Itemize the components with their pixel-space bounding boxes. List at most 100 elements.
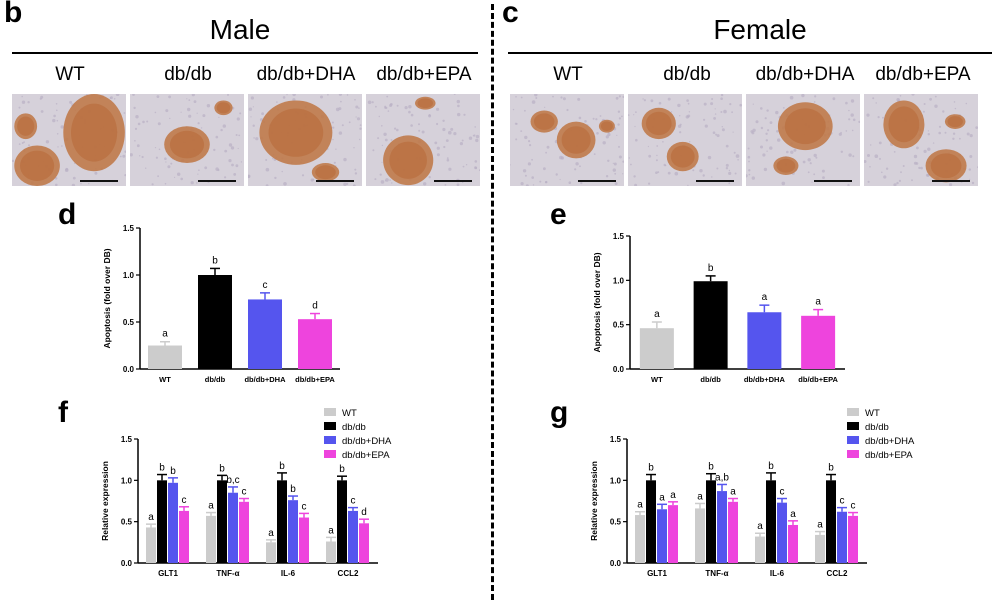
significance-letter: b <box>828 463 834 474</box>
scale-bar <box>80 180 118 182</box>
significance-letter: b <box>339 464 345 475</box>
significance-letter: c <box>242 487 247 498</box>
bar <box>206 515 216 563</box>
significance-letter: a <box>162 329 168 340</box>
bar <box>717 491 727 563</box>
bar <box>168 482 178 563</box>
x-tick-label: db/db+EPA <box>798 375 838 384</box>
significance-letter: a,b <box>715 472 729 483</box>
y-tick-label: 0.5 <box>123 318 135 327</box>
scale-bar <box>814 180 852 182</box>
legend-swatch <box>324 436 336 444</box>
significance-letter: b <box>170 466 176 477</box>
panel-letter-b: b <box>4 0 23 29</box>
significance-letter: a <box>762 292 768 303</box>
significance-letter: a <box>815 297 821 308</box>
y-tick-label: 0.0 <box>123 365 135 374</box>
bar <box>848 515 858 563</box>
significance-letter: a <box>148 512 154 523</box>
y-tick-label: 1.5 <box>613 232 625 241</box>
male-title: Male <box>209 14 271 45</box>
bar <box>728 501 738 563</box>
y-axis-label: Relative expression <box>100 461 110 541</box>
significance-letter: b,c <box>226 475 239 486</box>
x-tick-label: CCL2 <box>338 569 359 578</box>
significance-letter: b <box>279 461 285 472</box>
scale-bar <box>316 180 354 182</box>
bar <box>646 480 656 563</box>
chart-d-apoptosis-male: 0.0 0.5 1.0 1.5 Apoptosis (fold over DB) a WT b… <box>102 224 340 384</box>
panel-letter-g: g <box>550 396 569 429</box>
bar <box>148 345 182 369</box>
bar <box>706 480 716 563</box>
significance-letter: b <box>648 463 654 474</box>
bar <box>288 500 298 563</box>
scale-bar <box>932 180 970 182</box>
bar <box>348 510 358 563</box>
bar <box>157 480 167 563</box>
legend-label: WT <box>342 408 357 419</box>
legend-label: db/db <box>342 422 366 433</box>
significance-letter: b <box>212 255 218 266</box>
x-tick-label: WT <box>159 375 171 384</box>
sex-divider <box>491 4 494 600</box>
significance-letter: c <box>182 495 187 506</box>
significance-letter: b <box>159 463 165 474</box>
female-label-dbdb: db/db <box>663 64 711 85</box>
bar <box>826 480 836 563</box>
significance-letter: a <box>659 492 665 503</box>
male-label-dha: db/db+DHA <box>256 64 356 85</box>
bar <box>657 509 667 563</box>
ihc-micrograph <box>366 94 480 186</box>
legend-swatch <box>324 408 336 416</box>
scale-bar <box>578 180 616 182</box>
bar <box>228 492 238 563</box>
bar <box>815 534 825 563</box>
ihc-micrograph <box>12 94 126 186</box>
x-tick-label: db/db <box>205 375 226 384</box>
bar <box>359 523 369 563</box>
y-tick-label: 0.5 <box>610 518 622 527</box>
scale-bar <box>696 180 734 182</box>
ihc-micrograph <box>130 94 244 186</box>
legend-label: db/db+EPA <box>865 450 913 461</box>
panel-letter-e: e <box>550 198 567 231</box>
bar <box>198 275 232 369</box>
bar <box>766 480 776 563</box>
legend-swatch <box>324 422 336 430</box>
significance-letter: d <box>361 507 367 518</box>
ihc-micrograph <box>510 94 624 186</box>
bar <box>668 505 678 563</box>
significance-letter: c <box>840 496 845 507</box>
ihc-micrograph <box>746 94 860 186</box>
y-axis-label: Apoptosis (fold over DB) <box>592 252 602 352</box>
ihc-micrograph <box>248 94 362 186</box>
significance-letter: a <box>208 501 214 512</box>
bar <box>635 515 645 563</box>
bar <box>639 328 674 369</box>
significance-letter: a <box>328 525 334 536</box>
significance-letter: a <box>697 491 703 502</box>
y-tick-label: 1.0 <box>610 476 622 485</box>
x-tick-label: WT <box>651 375 663 384</box>
x-tick-label: db/db+DHA <box>744 375 786 384</box>
bar <box>326 541 336 563</box>
bar <box>239 501 249 563</box>
male-label-dbdb: db/db <box>164 64 212 85</box>
legend-swatch <box>847 436 859 444</box>
x-tick-label: TNF-α <box>216 569 239 578</box>
bar <box>277 480 287 563</box>
female-title-rule <box>508 52 992 54</box>
significance-letter: b <box>708 263 714 274</box>
bar <box>801 315 836 369</box>
significance-letter: c <box>780 487 785 498</box>
y-tick-label: 1.0 <box>123 271 135 280</box>
legend-label: WT <box>865 408 880 419</box>
bar <box>747 312 782 369</box>
significance-letter: c <box>351 496 356 507</box>
significance-letter: d <box>312 301 318 312</box>
significance-letter: a <box>817 520 823 531</box>
significance-letter: a <box>670 490 676 501</box>
